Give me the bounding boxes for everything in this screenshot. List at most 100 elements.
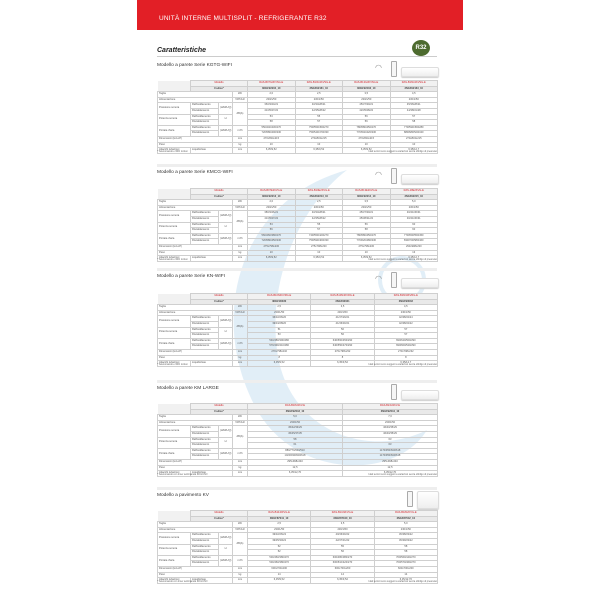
unit-cell: mm xyxy=(232,470,248,477)
wifi-icon: ◠ xyxy=(375,63,382,72)
value-cell: 46/40/35/29 xyxy=(342,431,438,438)
divider xyxy=(157,164,437,167)
remote-icon xyxy=(391,384,397,400)
value-cell: 6,35/12,70 xyxy=(342,470,438,477)
mode-cell: (H/M/L/Q) xyxy=(218,315,233,328)
spec-table: Modello RAS-B07G3KVSG-E RAS-B10G3KVSG-E RAS… xyxy=(157,80,438,154)
footnote: * Telecomando con timer settimanale INCL… xyxy=(157,580,208,584)
blank-cell xyxy=(157,299,191,305)
remote-icon xyxy=(407,491,413,507)
blank-cell xyxy=(157,510,191,517)
disclaimer-note: I dati tecnici sono soggetti a variazion… xyxy=(367,363,437,367)
table-row: Modello RAS-B10J2FVG-E RAS-B13J2FVG-E RAS-B… xyxy=(157,510,438,517)
row-label: Potenza sonora xyxy=(157,113,191,126)
table-row: Codice* 3NGF92234_10 3NGF92161_10 3NGF92162… xyxy=(157,85,438,93)
table-row: Modello RAS-B07G3KVSG-E RAS-B10G3KVSG-E RAS… xyxy=(157,80,438,87)
value-cell: 230/1/50 xyxy=(342,419,438,427)
table-row: Peso kg 12,5 12,5 xyxy=(157,464,438,472)
mode-cell: (H/M/L/Q) xyxy=(218,532,233,545)
section-heading: Caratteristiche xyxy=(157,47,207,54)
footnote: * Telecomando e WiFi inclusi xyxy=(157,258,188,262)
value-cell: 57 xyxy=(389,113,438,121)
unit-cell: m³/h xyxy=(232,232,248,245)
value-cell: 6,35/9,52 xyxy=(247,255,296,262)
table-row: Portata d'aria Raffreddamento (H/M/L/Q) m³/… xyxy=(157,337,438,350)
value-cell: 6,35/12,70 xyxy=(247,470,343,477)
mode-cell: (H/M/L/Q) xyxy=(218,337,233,350)
table-row: Attacchi tubazioni Liquido/Gas mm 6,35/12,7… xyxy=(157,470,438,477)
row-label: Codice* xyxy=(190,85,248,93)
divider xyxy=(157,268,437,271)
mode-cell: (H/M/L/Q) xyxy=(218,232,233,245)
value-cell: 6,35/9,52 xyxy=(247,147,296,154)
table-row: Taglia kW 5,0 7,0 xyxy=(157,414,438,421)
value-cell: 3NGF90032 xyxy=(373,298,438,306)
blank-cell xyxy=(157,188,191,195)
table-row: Pressione sonora Raffreddamento (H/M/L/Q) d… xyxy=(157,425,438,449)
blank-cell xyxy=(157,293,191,300)
table-row: Riscaldamento 41/35/27/22 42/35/28/22 42/35… xyxy=(158,108,438,115)
value-cell: 57 xyxy=(373,326,438,334)
table-row: Alimentazione V/Ph/Hz 230/1/50 230/1/50 230/… xyxy=(157,309,438,317)
row-sublabel: Liquido/Gas xyxy=(190,255,233,262)
spec-table: Modello RAS-B18U2KV-E RAS-B24U2KV-E Codice*… xyxy=(157,403,438,477)
value-cell: 45/36/28/21 xyxy=(389,102,438,109)
mode-cell: H xyxy=(218,543,233,556)
table-row: Modello RAS-B18U2KV-E RAS-B24U2KV-E xyxy=(157,403,438,410)
value-cell: 57 xyxy=(373,332,438,339)
table-row: Riscaldamento 61 63 xyxy=(158,442,438,449)
document-page: UNITÀ INTERNE MULTISPLIT - REFRIGERANTE … xyxy=(137,0,463,600)
row-label: Pressione sonora xyxy=(157,315,191,328)
remote-icon xyxy=(391,61,397,77)
value-cell: 230/1/50 xyxy=(389,96,438,104)
row-label: Portata d'aria xyxy=(157,337,191,350)
value-cell: 295x998x240 xyxy=(342,458,438,466)
disclaimer-note: I dati tecnici sono soggetti a variazion… xyxy=(367,258,437,262)
table-row: Riscaldamento 1020/930/840/618 1170/950/84… xyxy=(158,453,438,460)
table-row: Attacchi tubazioni Liquido/Gas mm 6,35/9,52… xyxy=(157,360,438,367)
value-cell: 270x798x232 xyxy=(373,348,438,356)
divider xyxy=(157,380,437,383)
table-row: Peso kg 8 8 8 xyxy=(157,354,438,362)
value-cell: 46/40/35/29 xyxy=(342,425,438,432)
page-header-banner: UNITÀ INTERNE MULTISPLIT - REFRIGERANTE … xyxy=(137,0,463,30)
blank-cell xyxy=(157,194,191,200)
wifi-icon: ◠ xyxy=(375,170,382,179)
spec-table: Modello RAS-B10N4KVRG-E RAS-B13N4KVRG-E RAS… xyxy=(157,293,438,367)
value-cell: RAS-B16G3KVSG-E xyxy=(389,80,438,87)
page-header-title: UNITÀ INTERNE MULTISPLIT - REFRIGERANTE … xyxy=(159,15,327,22)
row-sublabel: Liquido/Gas xyxy=(190,360,233,367)
table-row: Riscaldamento 53 56 57 xyxy=(158,332,438,339)
unit-cell: mm xyxy=(232,255,248,262)
value-cell: 8 xyxy=(373,354,438,362)
disclaimer-note: I dati tecnici sono soggetti a variazion… xyxy=(367,150,437,154)
value-cell: 690/600/520/290 xyxy=(373,343,438,350)
row-sublabel: Riscaldamento xyxy=(190,343,219,350)
row-label: Pressione sonora xyxy=(157,210,191,223)
unit-cell: m³/h xyxy=(232,447,248,460)
section-title: Modello a parete KM LARGE xyxy=(157,386,219,391)
row-label: Potenza sonora xyxy=(157,221,191,234)
table-row: Taglia kW 2,5 3,5 4,5 xyxy=(157,304,438,311)
table-row: Portata d'aria Raffreddamento (H/M/L/Q) m³/… xyxy=(157,447,438,460)
table-row: Taglia kW 2,0 2,5 3,5 4,5 xyxy=(157,91,438,98)
value-cell: 690/620/500/290 xyxy=(373,337,438,345)
value-cell: 7,0 xyxy=(342,414,438,421)
unit-cell: m³/h xyxy=(232,554,248,567)
row-label: Portata d'aria xyxy=(157,124,191,137)
mode-cell: (H/M/L/Q) xyxy=(218,124,233,137)
table-row: Codice* 3NGF92043_10 3NGF92044_10 xyxy=(157,408,438,416)
value-cell: RAS-B24U2KV-E xyxy=(342,403,438,410)
value-cell: 1170/950/840/618 xyxy=(342,447,438,455)
value-cell: 3NGF92044_10 xyxy=(342,408,438,416)
footnote: * Telecomando e WiFi inclusi xyxy=(157,150,188,154)
row-label: Pressione sonora xyxy=(157,532,191,545)
table-row: Potenza sonora Raffreddamento H 53 55 56 60 xyxy=(157,221,438,234)
value-cell: 1170/950/840/618 xyxy=(342,453,438,460)
row-sublabel: Riscaldamento xyxy=(190,442,219,449)
value-cell: 4,5 xyxy=(373,304,438,311)
value-cell: 58 xyxy=(389,119,438,126)
mode-cell: (H/M/L/Q) xyxy=(218,447,233,460)
row-label: Portata d'aria xyxy=(157,232,191,245)
remote-icon xyxy=(391,168,397,184)
